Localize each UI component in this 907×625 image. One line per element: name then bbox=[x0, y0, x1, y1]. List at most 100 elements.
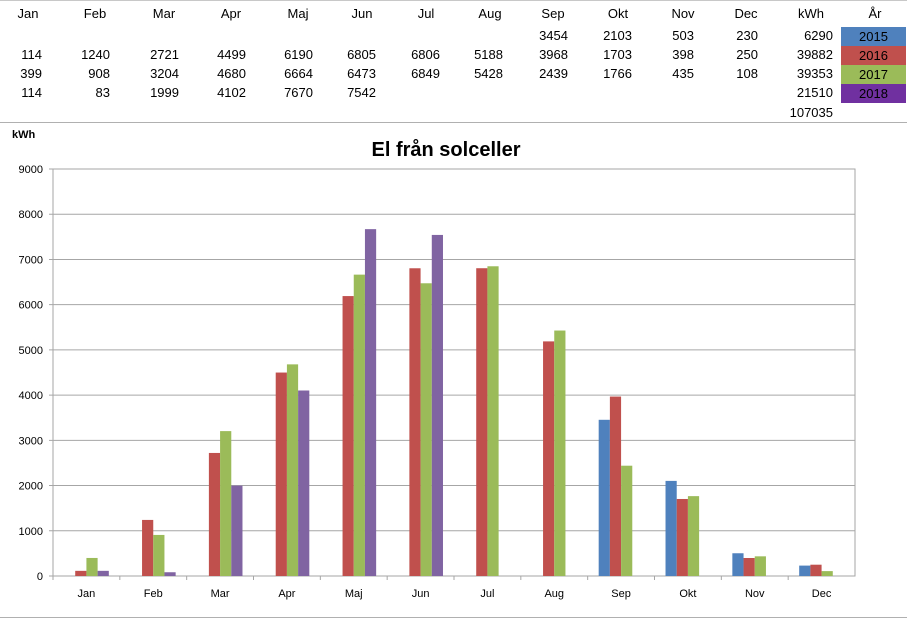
table-cell: 4102 bbox=[217, 85, 246, 100]
bar-series-1-jan bbox=[75, 570, 87, 576]
bar-series-2-maj bbox=[353, 274, 365, 576]
table-row-total: 39882 bbox=[796, 47, 833, 62]
bar-series-3-apr bbox=[298, 390, 310, 576]
y-tick-label: 2000 bbox=[19, 481, 43, 493]
y-tick-label: 4000 bbox=[19, 390, 43, 402]
table-cell: 114 bbox=[21, 85, 42, 100]
table-header-aug: Aug bbox=[478, 6, 502, 21]
table-header-mar: Mar bbox=[152, 6, 176, 21]
table-cell: 6805 bbox=[347, 47, 376, 62]
table-cell: 435 bbox=[672, 66, 694, 81]
bar-series-1-feb bbox=[142, 519, 154, 576]
table-cell: 399 bbox=[20, 66, 42, 81]
y-tick-label: 0 bbox=[37, 571, 43, 583]
bar-series-3-mar bbox=[231, 485, 243, 576]
chart-gridlines bbox=[49, 168, 856, 577]
bar-series-1-mar bbox=[208, 452, 221, 576]
table-cell: 7542 bbox=[347, 85, 376, 100]
x-tick-label: Jan bbox=[78, 588, 96, 600]
table-cell: 2439 bbox=[539, 66, 568, 81]
table-cell: 114 bbox=[21, 47, 42, 62]
table-cell: 1703 bbox=[603, 47, 632, 62]
table-cell: 230 bbox=[736, 28, 758, 43]
table-cell: 3454 bbox=[539, 28, 568, 43]
bar-series-3-jun bbox=[431, 234, 443, 576]
table-cell: 4499 bbox=[217, 47, 246, 62]
table-header-year: År bbox=[868, 6, 882, 21]
table-header-maj: Maj bbox=[287, 6, 309, 21]
table-cell bbox=[119, 26, 179, 46]
table-cell: 7670 bbox=[284, 85, 313, 100]
x-tick-label: Feb bbox=[144, 588, 163, 600]
bar-series-1-apr bbox=[275, 372, 287, 576]
y-tick-label: 5000 bbox=[19, 345, 43, 357]
table-header-okt: Okt bbox=[607, 6, 629, 21]
table-cell bbox=[380, 26, 440, 46]
table-year-2017: 2017 bbox=[841, 65, 906, 84]
x-tick-label: Okt bbox=[679, 588, 696, 600]
bar-series-2-mar bbox=[220, 431, 232, 576]
table-cell bbox=[443, 83, 503, 103]
x-tick-label: Sep bbox=[611, 588, 631, 600]
table-grand-total: 107035 bbox=[789, 105, 833, 120]
y-tick-label: 1000 bbox=[19, 526, 43, 538]
x-tick-label: Jul bbox=[480, 588, 494, 600]
table-cell: 6806 bbox=[411, 47, 440, 62]
table-cell: 6473 bbox=[347, 66, 376, 81]
table-row-total: 39353 bbox=[796, 66, 833, 81]
table-cell bbox=[698, 83, 758, 103]
table-header-jan: Jan bbox=[17, 6, 39, 21]
table-header-sep: Sep bbox=[541, 6, 565, 21]
bar-series-0-sep bbox=[598, 419, 610, 576]
table-cell: 2103 bbox=[603, 28, 632, 43]
table-year-2016: 2016 bbox=[841, 46, 906, 65]
table-cell: 108 bbox=[736, 66, 758, 81]
table-cell bbox=[253, 26, 313, 46]
bar-series-2-feb bbox=[153, 534, 165, 576]
chart-title: El från solceller bbox=[372, 138, 521, 161]
table-header-nov: Nov bbox=[671, 6, 695, 21]
bar-series-1-sep bbox=[609, 396, 622, 576]
x-tick-label: Dec bbox=[812, 588, 832, 600]
table-cell: 6849 bbox=[411, 66, 440, 81]
table-cell: 908 bbox=[88, 66, 110, 81]
y-tick-label: 9000 bbox=[19, 164, 43, 176]
table-cell: 1999 bbox=[150, 85, 179, 100]
x-axis-ticks: Jan Feb Mar Apr Maj Jun Jul Aug Sep Okt Nov Dec bbox=[52, 576, 832, 600]
x-tick-label: Apr bbox=[278, 588, 295, 600]
plot-area-frame bbox=[52, 168, 856, 577]
table-cell: 1766 bbox=[603, 66, 632, 81]
solar-chart: 0 1000 2000 3000 4000 5000 6000 7000 8000 9000 Ja… bbox=[12, 129, 856, 600]
y-tick-label: 3000 bbox=[19, 435, 43, 447]
table-cell: 398 bbox=[672, 47, 694, 62]
bar-series-0-nov bbox=[732, 553, 744, 576]
x-tick-label: Maj bbox=[345, 588, 363, 600]
bar-series-1-jun bbox=[409, 268, 421, 576]
table-cell: 3968 bbox=[539, 47, 568, 62]
bar-series-0-okt bbox=[665, 480, 677, 576]
table-header-kwh: kWh bbox=[798, 6, 824, 21]
x-tick-label: Jun bbox=[412, 588, 430, 600]
table-cell: 503 bbox=[672, 28, 694, 43]
table-header-apr: Apr bbox=[220, 6, 242, 21]
bar-series-1-aug bbox=[543, 341, 555, 576]
table-header-dec: Dec bbox=[734, 6, 758, 21]
table-cell bbox=[0, 26, 42, 46]
x-tick-label: Nov bbox=[745, 588, 765, 600]
table-cell: 6664 bbox=[284, 66, 313, 81]
table-cell bbox=[186, 26, 246, 46]
bar-series-2-aug bbox=[554, 330, 566, 576]
table-cell bbox=[634, 83, 694, 103]
table-cell: 83 bbox=[95, 85, 110, 100]
table-top-border bbox=[0, 0, 907, 1]
chart-bars bbox=[75, 229, 833, 576]
bar-series-2-jun bbox=[420, 283, 432, 576]
table-header-jul: Jul bbox=[417, 6, 435, 21]
table-cell: 5428 bbox=[474, 66, 503, 81]
table-cell bbox=[50, 26, 110, 46]
table-cell: 5188 bbox=[474, 47, 503, 62]
bar-series-1-maj bbox=[342, 296, 354, 576]
table-cell bbox=[316, 26, 376, 46]
bar-series-1-dec bbox=[810, 564, 822, 576]
y-axis-label: kWh bbox=[12, 129, 36, 141]
